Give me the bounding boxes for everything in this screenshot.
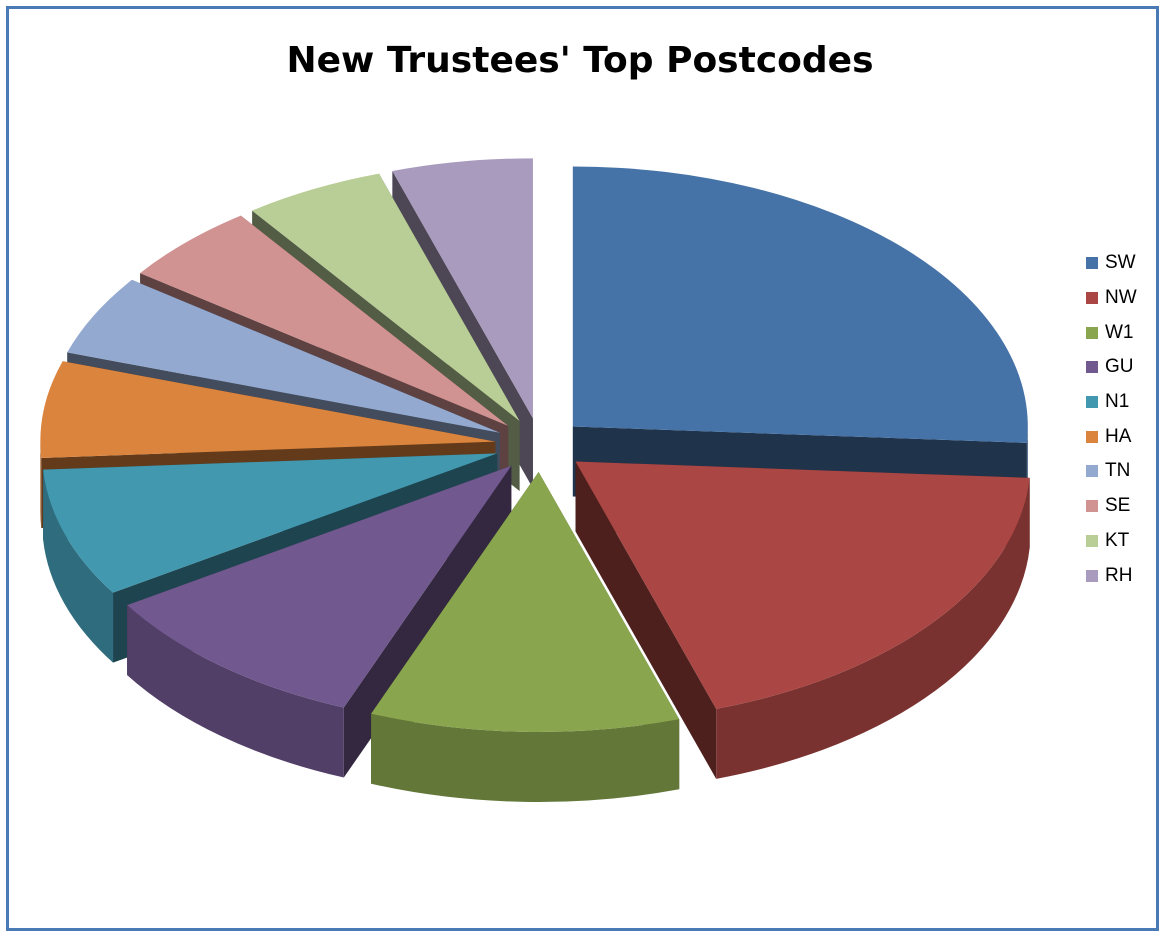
- pie-slice-nw: [575, 461, 1030, 779]
- legend-label: TN: [1105, 460, 1131, 482]
- legend-item-w1: W1: [1086, 315, 1137, 350]
- legend-swatch: [1086, 396, 1098, 409]
- legend-label: N1: [1105, 391, 1130, 413]
- legend-item-n1: N1: [1086, 385, 1137, 420]
- chart-legend: SW NW W1 GU N1 HA TN SE KT RH: [1086, 246, 1137, 593]
- legend-item-rh: RH: [1086, 558, 1137, 593]
- legend-label: GU: [1105, 356, 1134, 378]
- legend-swatch: [1086, 465, 1098, 478]
- legend-item-ha: HA: [1086, 419, 1137, 454]
- legend-swatch: [1086, 326, 1098, 339]
- pie-slice-sw: [572, 166, 1028, 513]
- legend-label: SE: [1105, 495, 1131, 517]
- legend-item-sw: SW: [1086, 246, 1137, 281]
- legend-label: HA: [1105, 425, 1132, 447]
- chart-title: New Trustees' Top Postcodes: [286, 40, 874, 81]
- legend-label: SW: [1105, 252, 1136, 274]
- legend-item-se: SE: [1086, 489, 1137, 524]
- legend-label: RH: [1105, 564, 1133, 586]
- legend-item-kt: KT: [1086, 524, 1137, 559]
- legend-swatch: [1086, 257, 1098, 270]
- legend-item-tn: TN: [1086, 454, 1137, 489]
- legend-swatch: [1086, 292, 1098, 305]
- legend-label: NW: [1105, 287, 1137, 309]
- legend-label: KT: [1105, 529, 1130, 551]
- legend-swatch: [1086, 361, 1098, 374]
- pie-slice-w1: [371, 471, 680, 802]
- legend-swatch: [1086, 430, 1098, 443]
- legend-swatch: [1086, 500, 1098, 513]
- legend-label: W1: [1105, 321, 1134, 343]
- legend-item-nw: NW: [1086, 281, 1137, 316]
- pie-slice-gu: [127, 465, 512, 778]
- legend-swatch: [1086, 534, 1098, 547]
- legend-item-gu: GU: [1086, 350, 1137, 385]
- legend-swatch: [1086, 569, 1098, 582]
